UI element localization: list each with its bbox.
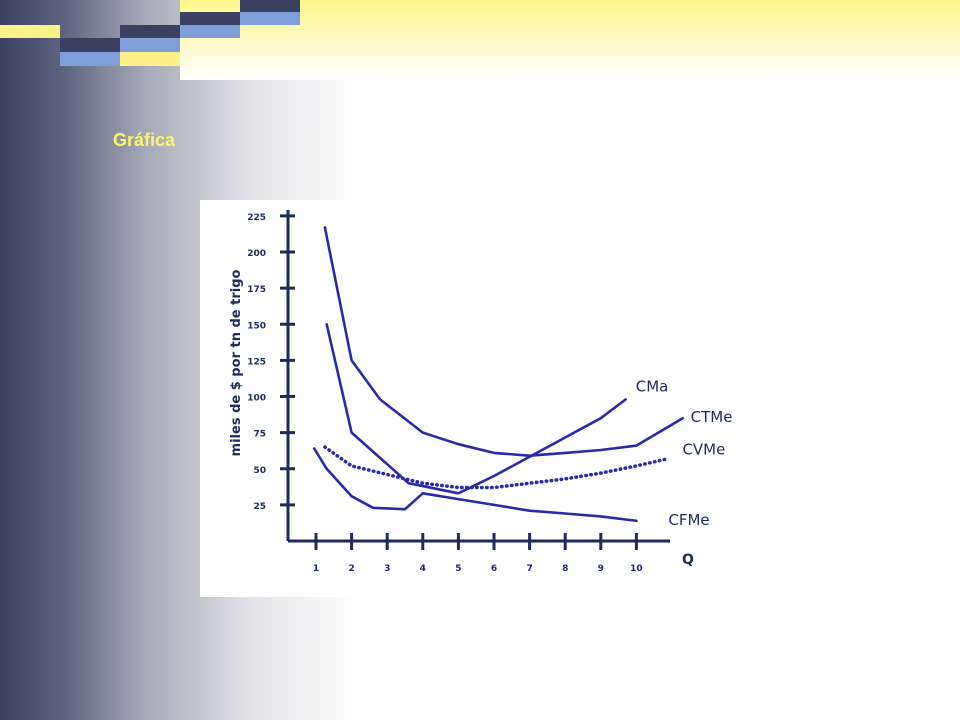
- x-tick-label: 3: [384, 564, 390, 574]
- chart-svg: 25 50 75 100 125 150 175 200 225 1 2 3 4 5 6 7 8 9 10 CMa…: [229, 210, 733, 574]
- x-tick-label: 5: [455, 564, 461, 574]
- x-axis-label: Q: [682, 552, 694, 568]
- y-tick-label: 200: [247, 249, 266, 259]
- top-gradient-band: [180, 0, 960, 80]
- deco-block: [60, 38, 120, 52]
- y-tick-label: 225: [247, 213, 266, 223]
- series-label-cma: CMa: [636, 377, 669, 395]
- deco-block: [180, 12, 240, 25]
- y-tick-label: 150: [247, 321, 266, 331]
- x-tick-label: 4: [420, 564, 426, 574]
- series-layer: CMa CTMe CVMe CFMe: [312, 226, 733, 529]
- y-tick-label: 100: [247, 394, 266, 404]
- deco-block: [60, 52, 120, 66]
- x-tick-label: 10: [630, 564, 643, 574]
- series-line-cfme: [312, 447, 638, 523]
- deco-block: [120, 25, 180, 38]
- series-line-cvme: [323, 445, 671, 490]
- series-label-cfme: CFMe: [668, 511, 709, 529]
- series-label-ctme: CTMe: [691, 408, 733, 426]
- series-line-cma: [325, 323, 627, 495]
- deco-block: [120, 52, 180, 66]
- series-line-ctme: [323, 226, 684, 457]
- deco-block: [240, 12, 300, 25]
- x-tick-label: 8: [562, 564, 568, 574]
- y-tick-label: 175: [247, 285, 266, 295]
- y-tick-label: 75: [253, 430, 266, 440]
- x-tick-label: 1: [313, 564, 319, 574]
- x-tick-label: 2: [348, 564, 354, 574]
- deco-block: [240, 0, 300, 12]
- y-tick-label: 50: [253, 466, 266, 476]
- series-label-cvme: CVMe: [682, 441, 725, 459]
- x-tick-label: 9: [598, 564, 604, 574]
- deco-block: [120, 38, 180, 52]
- y-axis-label: miles de $ por tn de trigo: [229, 269, 244, 456]
- slide-title: Gráfica: [113, 130, 176, 150]
- x-tick-label: 7: [526, 564, 532, 574]
- deco-block: [180, 25, 240, 38]
- y-ticks: 25 50 75 100 125 150 175 200 225: [247, 213, 295, 512]
- deco-block: [0, 25, 60, 38]
- x-tick-label: 6: [491, 564, 497, 574]
- cost-curves-chart: 25 50 75 100 125 150 175 200 225 1 2 3 4 5 6 7 8 9 10 CMa…: [200, 200, 750, 597]
- y-tick-label: 25: [253, 502, 266, 512]
- x-ticks: 1 2 3 4 5 6 7 8 9 10: [313, 533, 643, 574]
- y-tick-label: 125: [247, 357, 266, 367]
